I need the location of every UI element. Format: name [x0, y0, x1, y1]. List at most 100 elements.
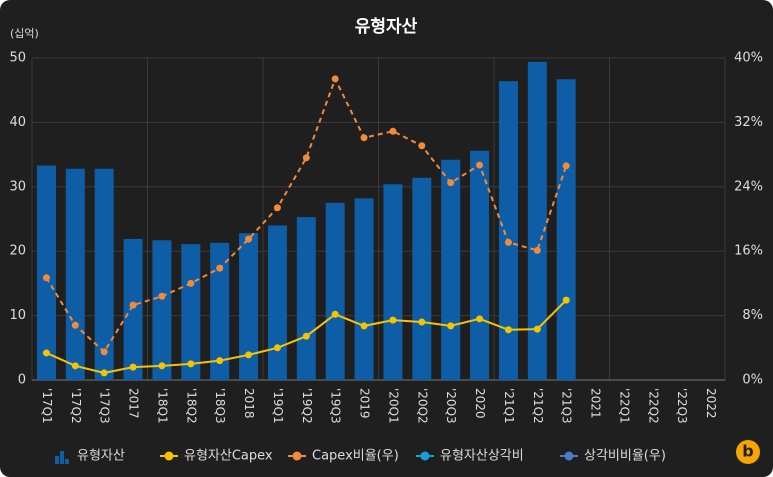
x-tick-label: 2017	[127, 388, 141, 419]
point	[273, 344, 281, 352]
y2-tick-label: 24%	[734, 179, 763, 194]
bar	[354, 198, 374, 380]
point	[504, 238, 512, 246]
point	[42, 274, 50, 282]
point	[418, 318, 426, 326]
x-tick-label: 2022	[704, 388, 718, 419]
legend-icon	[60, 451, 64, 464]
legend-label: 유형자산	[77, 449, 125, 464]
x-tick-label: '22Q2	[646, 388, 660, 424]
x-tick-label: '19Q1	[271, 388, 285, 424]
point	[42, 349, 50, 357]
y2-tick-label: 16%	[734, 244, 763, 259]
point	[273, 204, 281, 212]
y-tick-label: 0	[18, 373, 26, 388]
y-tick-label: 10	[9, 308, 26, 323]
point	[476, 315, 484, 323]
point	[100, 348, 108, 356]
bar	[210, 242, 230, 380]
point	[418, 142, 426, 150]
x-tick-label: 2018	[242, 388, 256, 419]
logo: b	[736, 440, 760, 464]
point	[533, 246, 541, 254]
x-tick-label: 2020	[473, 388, 487, 419]
point	[331, 310, 339, 318]
y2-tick-label: 40%	[734, 51, 763, 66]
point	[476, 161, 484, 169]
y2-tick-label: 0%	[742, 373, 763, 388]
x-tick-label: '18Q3	[213, 388, 227, 424]
x-tick-label: '21Q3	[560, 388, 574, 424]
x-tick-label: '20Q1	[386, 388, 400, 424]
bar	[441, 159, 461, 380]
bar	[325, 202, 345, 380]
point	[245, 351, 253, 359]
point	[302, 332, 310, 340]
point	[187, 279, 195, 287]
legend-icon	[564, 451, 574, 461]
x-tick-label: '19Q3	[329, 388, 343, 424]
x-tick-label: '21Q2	[531, 388, 545, 424]
point	[562, 296, 570, 304]
y-tick-label: 50	[9, 51, 26, 66]
legend-label: 상각비비율(우)	[584, 449, 666, 464]
point	[360, 134, 368, 142]
bar	[152, 240, 172, 380]
x-tick-label: '20Q2	[415, 388, 429, 424]
point	[389, 316, 397, 324]
point	[504, 326, 512, 334]
legend-icon	[292, 451, 302, 461]
x-tick-label: '17Q2	[69, 388, 83, 424]
point	[129, 363, 137, 371]
x-tick-label: 2021	[589, 388, 603, 419]
x-tick-label: 2019	[358, 388, 372, 419]
legend-icon	[55, 456, 59, 464]
bar	[296, 217, 316, 380]
point	[71, 321, 79, 329]
bar	[383, 184, 403, 380]
x-tick-label: '17Q3	[98, 388, 112, 424]
x-tick-label: '20Q3	[444, 388, 458, 424]
svg-text:b: b	[742, 442, 753, 461]
legend-icon	[164, 451, 174, 461]
point	[158, 292, 166, 300]
bar	[267, 225, 287, 380]
legend-icon	[420, 451, 430, 461]
point	[331, 75, 339, 83]
point	[129, 301, 137, 309]
legend-label: Capex비율(우)	[312, 449, 399, 464]
point	[216, 357, 224, 365]
point	[562, 162, 570, 170]
bar	[239, 233, 259, 380]
legend-label: 유형자산상각비	[440, 449, 524, 464]
y-tick-label: 20	[9, 244, 26, 259]
y2-tick-label: 32%	[734, 115, 763, 130]
bar	[556, 79, 576, 380]
point	[533, 325, 541, 333]
x-tick-label: '21Q1	[502, 388, 516, 424]
y-tick-label: 30	[9, 179, 26, 194]
x-tick-label: '18Q2	[184, 388, 198, 424]
legend-icon	[65, 459, 69, 464]
bar	[123, 238, 143, 380]
legend-label: 유형자산Capex	[184, 449, 273, 464]
y-tick-label: 40	[9, 115, 26, 130]
chart-title: 유형자산	[355, 16, 418, 37]
x-tick-label: '22Q3	[675, 388, 689, 424]
bar	[470, 150, 490, 380]
point	[71, 362, 79, 370]
bar	[412, 177, 432, 380]
bar	[65, 168, 85, 380]
x-tick-label: '18Q1	[155, 388, 169, 424]
bar	[36, 165, 56, 380]
point	[245, 235, 253, 243]
x-tick-label: '22Q1	[617, 388, 631, 424]
point	[187, 360, 195, 368]
bar	[181, 244, 201, 380]
bar	[498, 81, 518, 381]
point	[447, 179, 455, 187]
point	[447, 322, 455, 330]
point	[158, 362, 166, 370]
bar	[94, 168, 114, 380]
